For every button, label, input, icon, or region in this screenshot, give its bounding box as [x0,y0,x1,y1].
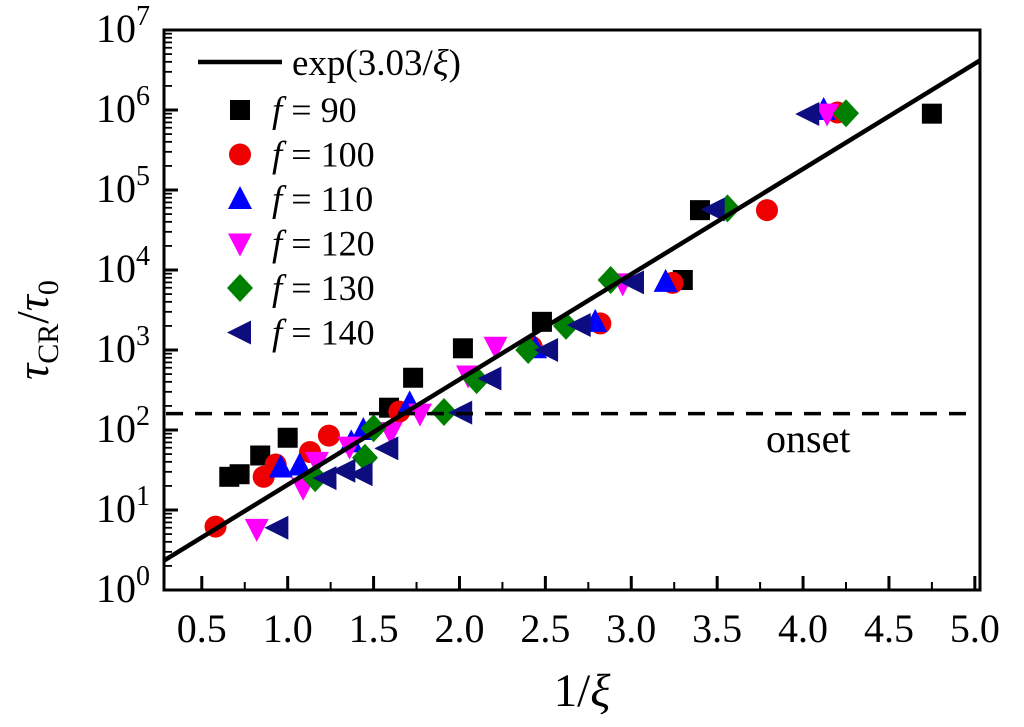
legend-item-f-90: f = 90 [230,90,357,131]
y-tick-label: 106 [96,81,150,131]
x-tick-label: 3.0 [606,606,656,651]
point-f-120 [244,518,269,542]
plot-frame [162,28,982,592]
point-f-90 [689,200,710,221]
fit-line [162,58,982,563]
legend-label-f-130: f = 130 [272,268,375,309]
point-f-140 [348,462,373,487]
point-f-120 [483,336,508,360]
point-f-130 [833,99,860,128]
legend-marker-f-130 [227,274,253,302]
point-f-90 [250,445,271,466]
point-f-90 [403,367,424,388]
series-f-140 [264,102,820,540]
legend-label-f-120: f = 120 [272,224,375,265]
y-tick-label: 101 [96,481,150,531]
x-tick-label: 5.0 [950,606,1000,651]
legend-label-f-100: f = 100 [272,135,375,176]
x-tick-label: 4.0 [778,606,828,651]
point-f-140 [374,436,399,461]
y-tick-label: 102 [96,401,150,451]
legend-label-f-90: f = 90 [272,90,357,131]
x-tick-labels: 0.5 1.0 1.5 2.0 2.5 3.0 3.5 4.0 4.5 5.0 [177,606,1000,651]
y-tick-label: 104 [96,241,150,291]
axis-ticks [165,28,977,592]
legend-marker-f-100 [229,143,251,166]
point-f-110 [287,452,312,476]
point-f-110 [653,268,678,292]
series-f-90 [219,103,942,487]
point-f-90 [277,427,298,448]
point-f-140 [566,313,591,338]
legend-item-f-110: f = 110 [228,179,373,220]
legend-fit-label: exp(3.03/ξ) [292,43,461,84]
point-f-90 [452,338,473,359]
y-axis-title: τCR/τ0 [8,280,65,380]
x-axis-title: 1/ξ [554,665,612,717]
point-f-140 [331,458,356,483]
onset-label: onset [766,416,850,461]
point-f-130 [597,265,624,294]
point-f-90 [921,103,942,124]
point-f-100 [317,424,340,447]
point-f-140 [534,338,559,362]
point-f-140 [477,366,502,391]
legend-item-f-140: f = 140 [227,313,375,354]
point-f-140 [619,270,644,295]
y-tick-label: 105 [96,161,150,211]
x-tick-label: 1.5 [349,606,399,651]
point-f-90 [229,464,250,485]
y-tick-labels: 100 101 102 103 104 105 106 107 [96,1,150,611]
legend-label-f-140: f = 140 [272,313,375,354]
x-tick-label: 4.5 [864,606,914,651]
point-f-140 [312,466,337,491]
point-f-120 [815,103,840,127]
legend-marker-f-90 [230,100,250,120]
x-tick-label: 0.5 [177,606,227,651]
legend-item-f-100: f = 100 [229,135,375,176]
y-tick-label: 103 [96,321,150,371]
data-points [204,97,942,542]
x-tick-label: 2.0 [434,606,484,651]
point-f-100 [755,199,778,222]
legend-item-f-130: f = 130 [227,268,375,309]
point-f-140 [700,197,725,222]
point-f-120 [304,451,329,475]
legend-item-f-120: f = 120 [228,224,375,265]
legend-marker-f-120 [228,233,252,257]
x-tick-label: 1.0 [263,606,313,651]
point-f-140 [264,515,289,540]
legend-marker-f-110 [228,186,252,209]
point-f-140 [795,102,820,127]
x-tick-label: 2.5 [520,606,570,651]
y-tick-label: 100 [96,561,150,611]
legend-label-f-110: f = 110 [272,179,373,220]
x-tick-label: 3.5 [692,606,742,651]
legend-marker-f-140 [227,320,251,345]
point-f-130 [431,397,458,426]
y-tick-label: 107 [96,1,150,51]
point-f-110 [268,454,293,478]
